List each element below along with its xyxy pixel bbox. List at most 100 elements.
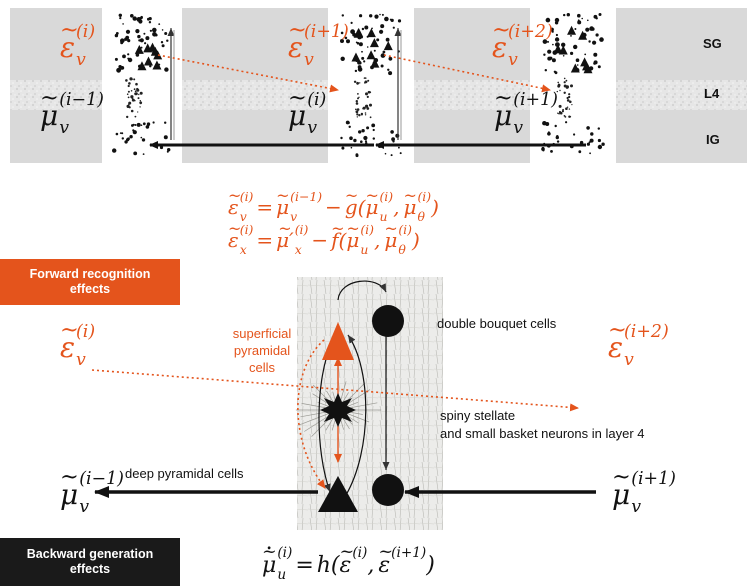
close-paren: ) (426, 553, 435, 579)
neuron-dot (126, 137, 130, 141)
neuron-dot (364, 77, 367, 79)
math-symbol: μ (40, 85, 58, 132)
comma: , (373, 228, 381, 253)
neuron-dot (380, 53, 386, 58)
subscript: v (304, 49, 314, 70)
neuron-dot (340, 56, 345, 61)
neuron-dot (380, 24, 385, 29)
neuron-dot (384, 152, 387, 155)
superscript: (i) (417, 188, 432, 204)
superscript: (i−1) (79, 468, 124, 489)
neuron-dot (127, 39, 131, 43)
neuron-dot (358, 114, 361, 117)
strip-mu-2: μ(i) v (288, 85, 326, 137)
pyramidal-neuron (366, 28, 376, 38)
neuron-dot (134, 100, 136, 102)
neuron-dot (164, 32, 168, 35)
layer-label-sg: SG (703, 36, 722, 51)
neuron-dot (366, 95, 369, 98)
neuron-dot (348, 125, 351, 128)
pyramidal-neuron (351, 52, 361, 62)
neuron-dot (367, 79, 370, 82)
neuron-dot (137, 111, 139, 113)
neuron-dot (152, 27, 157, 33)
neuron-dot (593, 52, 598, 57)
pyramidal-neuron (353, 28, 363, 38)
equation-epsilon-v: ε(i)v=μ(i−1)v−g(μ(i)u,μ(i)θ) (228, 185, 439, 222)
neuron-dot (147, 17, 150, 21)
neuron-dot (361, 50, 363, 53)
neuron-dot (359, 82, 361, 84)
neuron-dot (557, 112, 559, 114)
neuron-dot (568, 93, 571, 96)
neuron-dot (130, 109, 134, 113)
neuron-dot (551, 30, 554, 33)
neuron-dot (565, 121, 568, 124)
neuron-dot (558, 111, 562, 114)
math-symbol: ε (228, 185, 239, 219)
pyramidal-neuron (370, 58, 380, 68)
neuron-dot (379, 29, 384, 34)
neuron-dot (139, 100, 141, 102)
subscript: v (59, 117, 70, 138)
superscript: (i+2) (624, 321, 669, 342)
neuron-dot (388, 56, 393, 61)
neuron-dot (598, 13, 602, 16)
neuron-dot (349, 136, 353, 140)
neuron-dot (142, 122, 146, 126)
superscript: (i) (379, 188, 394, 204)
pyramidal-neuron (558, 45, 568, 55)
neuron-dot (399, 152, 402, 155)
neuron-dot (145, 36, 150, 41)
math-symbol: ε (228, 218, 239, 252)
neuron-dot (133, 78, 136, 81)
neuron-dot (554, 124, 557, 128)
open-paren: ( (338, 228, 347, 253)
right-epsilon: ε(i+2) v (608, 317, 669, 369)
neuron-dot (364, 140, 368, 143)
neuron-dot (574, 28, 577, 30)
subscript: θ (398, 241, 406, 257)
neuron-dot (122, 54, 126, 59)
neuron-dot (152, 121, 155, 124)
neuron-dot (550, 27, 554, 32)
neuron-dot (579, 140, 584, 145)
comma: , (393, 195, 400, 220)
open-paren: ( (330, 553, 340, 579)
neuron-dot (543, 53, 546, 56)
pyramidal-neuron (581, 61, 591, 71)
neuron-dot (353, 80, 357, 84)
neuron-dot (121, 137, 125, 140)
equals-sign: = (295, 553, 314, 579)
neuron-dot (344, 36, 348, 40)
math-symbol: μ (365, 185, 378, 219)
neuron-dot (545, 122, 550, 126)
strip-mu-1: μ(i−1) v (40, 85, 104, 137)
equals-sign: = (256, 195, 274, 220)
neuron-dot (573, 44, 578, 50)
superscript: (i) (294, 221, 309, 237)
small-basket-label: and small basket neurons in layer 4 (440, 426, 645, 441)
neuron-dot (390, 154, 393, 157)
deep-pyramidal-label: deep pyramidal cells (125, 466, 244, 481)
neuron-dot (372, 128, 375, 132)
neuron-dot (125, 29, 131, 34)
neuron-dot (372, 137, 375, 140)
neuron-dot (140, 16, 143, 20)
neuron-dot (568, 95, 571, 99)
neuron-dot (127, 53, 130, 56)
ascending-projections (167, 28, 402, 140)
neuron-dot (141, 138, 146, 142)
neuron-dot (126, 104, 130, 108)
open-paren: ( (357, 195, 366, 220)
neuron-dot (120, 41, 124, 45)
superscript: (i−1) (59, 89, 104, 110)
neuron-dot (366, 46, 369, 48)
neuron-dot (158, 23, 161, 25)
neuron-dot (585, 27, 590, 32)
neuron-dot (128, 82, 131, 85)
neuron-dot (152, 32, 157, 37)
neuron-dot (118, 68, 122, 71)
function-name: h (316, 553, 331, 579)
